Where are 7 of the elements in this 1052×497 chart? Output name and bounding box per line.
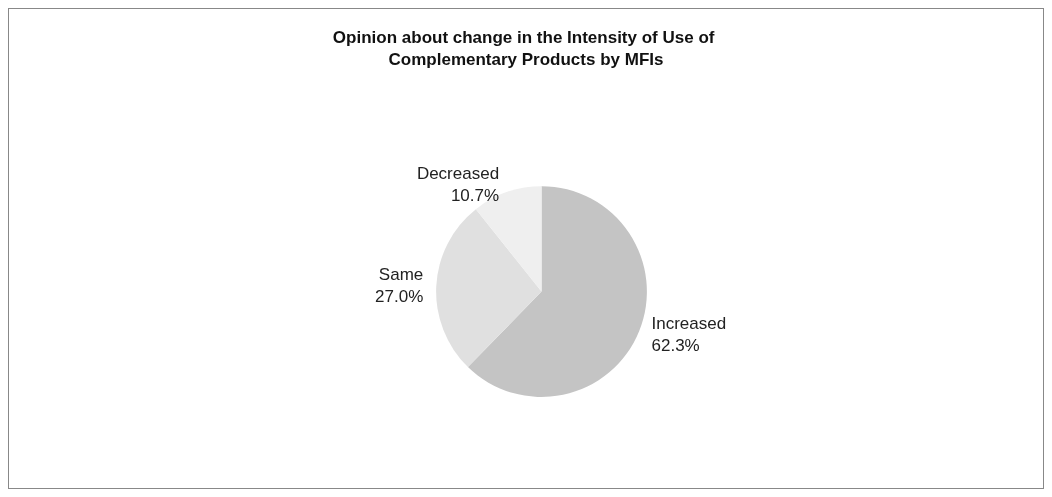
chart-title: Opinion about change in the Intensity of Use of Complementary Products by MFIs [332,27,720,69]
slice-label: Decreased [416,164,500,184]
data-label: 10.7% [450,186,500,206]
slice-label: Increased [651,313,727,333]
data-label: 62.3% [651,335,700,355]
slice-label: Same [378,265,424,285]
data-label: 27.0% [375,287,424,307]
